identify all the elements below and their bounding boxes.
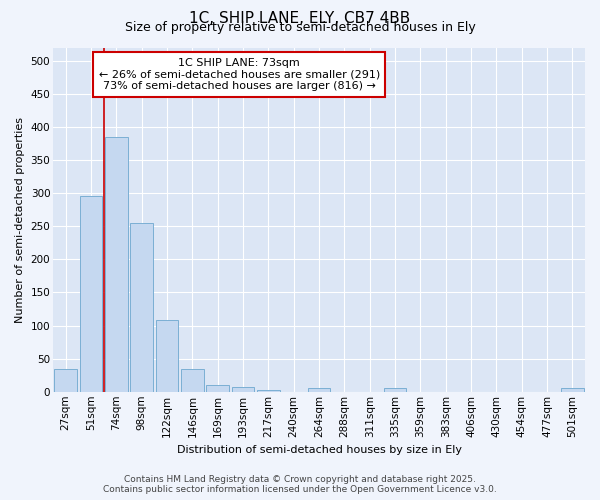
Bar — [130, 223, 153, 392]
Bar — [232, 387, 254, 392]
Y-axis label: Number of semi-detached properties: Number of semi-detached properties — [15, 116, 25, 322]
Text: 1C, SHIP LANE, ELY, CB7 4BB: 1C, SHIP LANE, ELY, CB7 4BB — [190, 11, 410, 26]
Bar — [105, 137, 128, 392]
Bar — [155, 320, 178, 392]
Bar — [55, 368, 77, 392]
Bar — [308, 388, 331, 392]
Text: 1C SHIP LANE: 73sqm
← 26% of semi-detached houses are smaller (291)
73% of semi-: 1C SHIP LANE: 73sqm ← 26% of semi-detach… — [98, 58, 380, 91]
Bar — [561, 388, 584, 392]
Bar — [383, 388, 406, 392]
Bar — [206, 385, 229, 392]
Text: Size of property relative to semi-detached houses in Ely: Size of property relative to semi-detach… — [125, 21, 475, 34]
Bar — [80, 196, 103, 392]
X-axis label: Distribution of semi-detached houses by size in Ely: Distribution of semi-detached houses by … — [176, 445, 461, 455]
Bar — [257, 390, 280, 392]
Bar — [181, 368, 204, 392]
Text: Contains HM Land Registry data © Crown copyright and database right 2025.
Contai: Contains HM Land Registry data © Crown c… — [103, 474, 497, 494]
